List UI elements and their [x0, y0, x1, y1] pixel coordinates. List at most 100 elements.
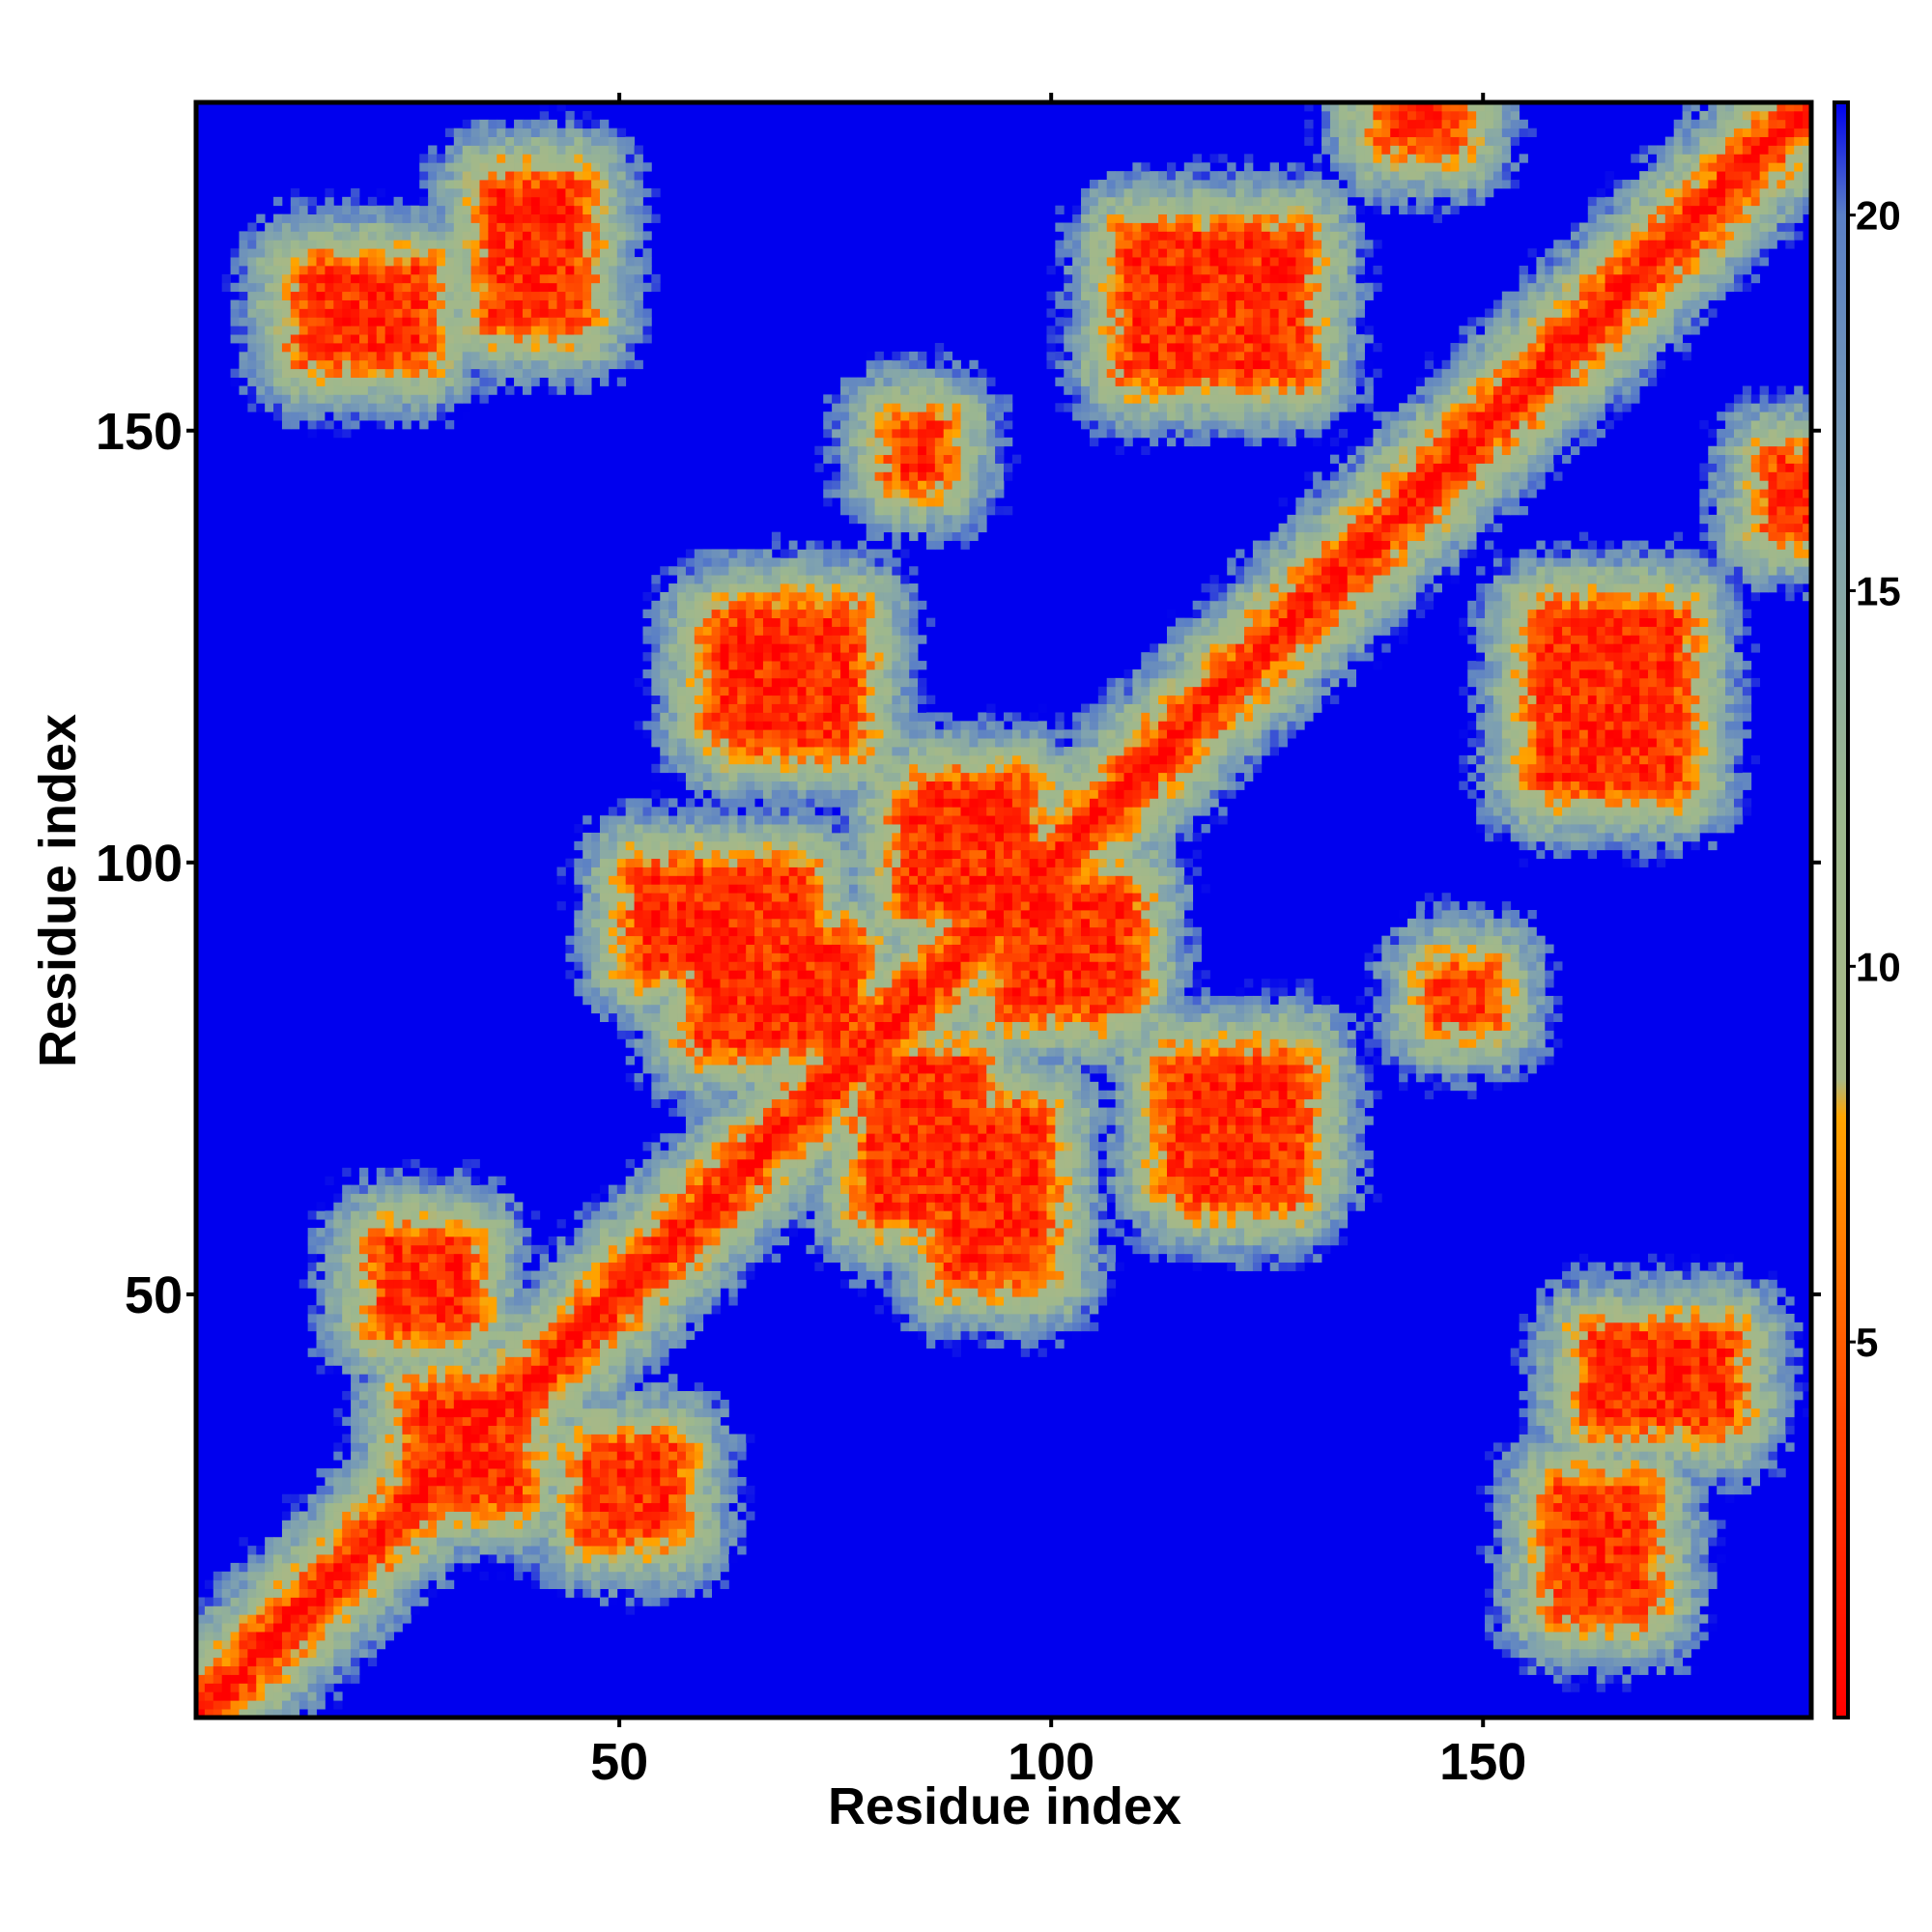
- heatmap-cell: [625, 162, 635, 172]
- heatmap-cell: [376, 1579, 386, 1589]
- heatmap-cell: [582, 1425, 592, 1435]
- heatmap-cell: [419, 351, 429, 361]
- heatmap-cell: [419, 1279, 429, 1289]
- heatmap-cell: [367, 1288, 378, 1297]
- heatmap-cell: [453, 394, 464, 404]
- heatmap-cell: [351, 1468, 360, 1478]
- heatmap-cell: [694, 815, 704, 825]
- heatmap-cell: [325, 1632, 334, 1641]
- heatmap-cell: [488, 180, 497, 189]
- heatmap-cell: [746, 1485, 755, 1495]
- heatmap-cell: [625, 187, 635, 198]
- heatmap-cell: [600, 1502, 610, 1512]
- heatmap-cell: [702, 1546, 713, 1555]
- heatmap-cell: [333, 1442, 343, 1452]
- heatmap-cell: [437, 171, 446, 181]
- heatmap-cell: [470, 231, 480, 241]
- heatmap-cell: [505, 180, 515, 189]
- heatmap-cell: [677, 849, 687, 860]
- heatmap-cell: [668, 858, 678, 867]
- heatmap-cell: [539, 213, 550, 223]
- heatmap-cell: [582, 1537, 592, 1547]
- heatmap-cell: [256, 343, 266, 353]
- heatmap-cell: [358, 377, 369, 386]
- heatmap-cell: [393, 222, 403, 232]
- heatmap-cell: [694, 747, 704, 756]
- heatmap-cell: [642, 935, 652, 945]
- heatmap-cell: [582, 1391, 592, 1401]
- heatmap-cell: [358, 359, 369, 370]
- heatmap-cell: [444, 1253, 455, 1264]
- heatmap-cell: [298, 1588, 309, 1598]
- heatmap-cell: [479, 1356, 489, 1366]
- heatmap-cell: [358, 1228, 369, 1237]
- heatmap-cell: [428, 1451, 438, 1461]
- heatmap-cell: [651, 1416, 661, 1427]
- heatmap-cell: [582, 248, 592, 258]
- heatmap-cell: [505, 1460, 515, 1469]
- heatmap-cell: [358, 1511, 369, 1520]
- heatmap-cell: [685, 1451, 696, 1461]
- heatmap-cell: [505, 1511, 515, 1520]
- heatmap-cell: [367, 1296, 378, 1306]
- heatmap-cell: [290, 273, 300, 284]
- heatmap-cell: [393, 1468, 403, 1478]
- heatmap-cell: [230, 334, 240, 344]
- heatmap-cell: [608, 910, 618, 920]
- heatmap-cell: [625, 1537, 635, 1547]
- heatmap-cell: [358, 1605, 369, 1615]
- heatmap-cell: [470, 162, 480, 172]
- heatmap-cell: [393, 257, 403, 267]
- heatmap-cell: [411, 1270, 420, 1280]
- heatmap-cell: [685, 1081, 696, 1092]
- heatmap-cell: [273, 1579, 283, 1589]
- heatmap-cell: [428, 1262, 438, 1271]
- heatmap-cell: [685, 910, 696, 920]
- heatmap-cell: [384, 1167, 394, 1178]
- heatmap-cell: [402, 1502, 412, 1512]
- heatmap-cell: [737, 738, 747, 748]
- heatmap-cell: [351, 1184, 360, 1194]
- heatmap-cell: [642, 884, 652, 894]
- heatmap-cell: [582, 291, 592, 300]
- heatmap-cell: [402, 1184, 412, 1194]
- heatmap-cell: [384, 1442, 394, 1452]
- heatmap-cell: [265, 222, 274, 232]
- heatmap-cell: [462, 394, 471, 404]
- heatmap-cell: [462, 334, 471, 344]
- heatmap-cell: [582, 265, 592, 275]
- heatmap-cell: [316, 1330, 326, 1341]
- heatmap-cell: [651, 1339, 661, 1349]
- heatmap-cell: [462, 128, 471, 137]
- heatmap-cell: [522, 317, 532, 327]
- heatmap-cell: [462, 213, 471, 223]
- heatmap-cell: [625, 1434, 635, 1443]
- heatmap-cell: [651, 1193, 661, 1203]
- heatmap-cell: [539, 1493, 550, 1504]
- heatmap-cell: [505, 273, 515, 284]
- heatmap-cell: [462, 1253, 471, 1264]
- heatmap-cell: [428, 1460, 438, 1469]
- heatmap-cell: [411, 1416, 420, 1427]
- heatmap-cell: [196, 1639, 206, 1650]
- heatmap-cell: [677, 1451, 687, 1461]
- heatmap-cell: [376, 1253, 386, 1264]
- heatmap-cell: [358, 1460, 369, 1469]
- heatmap-cell: [230, 1588, 240, 1598]
- heatmap-cell: [393, 213, 403, 223]
- heatmap-cell: [591, 1202, 601, 1211]
- heatmap-cell: [728, 643, 738, 653]
- heatmap-cell: [642, 1253, 652, 1264]
- heatmap-cell: [651, 763, 661, 774]
- heatmap-cell: [608, 1434, 618, 1443]
- heatmap-cell: [668, 591, 678, 602]
- heatmap-cell: [384, 1382, 394, 1392]
- heatmap-cell: [384, 1236, 394, 1246]
- heatmap-cell: [204, 1597, 214, 1606]
- heatmap-cell: [694, 600, 704, 611]
- heatmap-cell: [298, 1665, 309, 1675]
- heatmap-cell: [677, 910, 687, 920]
- heatmap-cell: [565, 952, 575, 962]
- heatmap-cell: [230, 257, 240, 267]
- heatmap-cell: [556, 1579, 566, 1589]
